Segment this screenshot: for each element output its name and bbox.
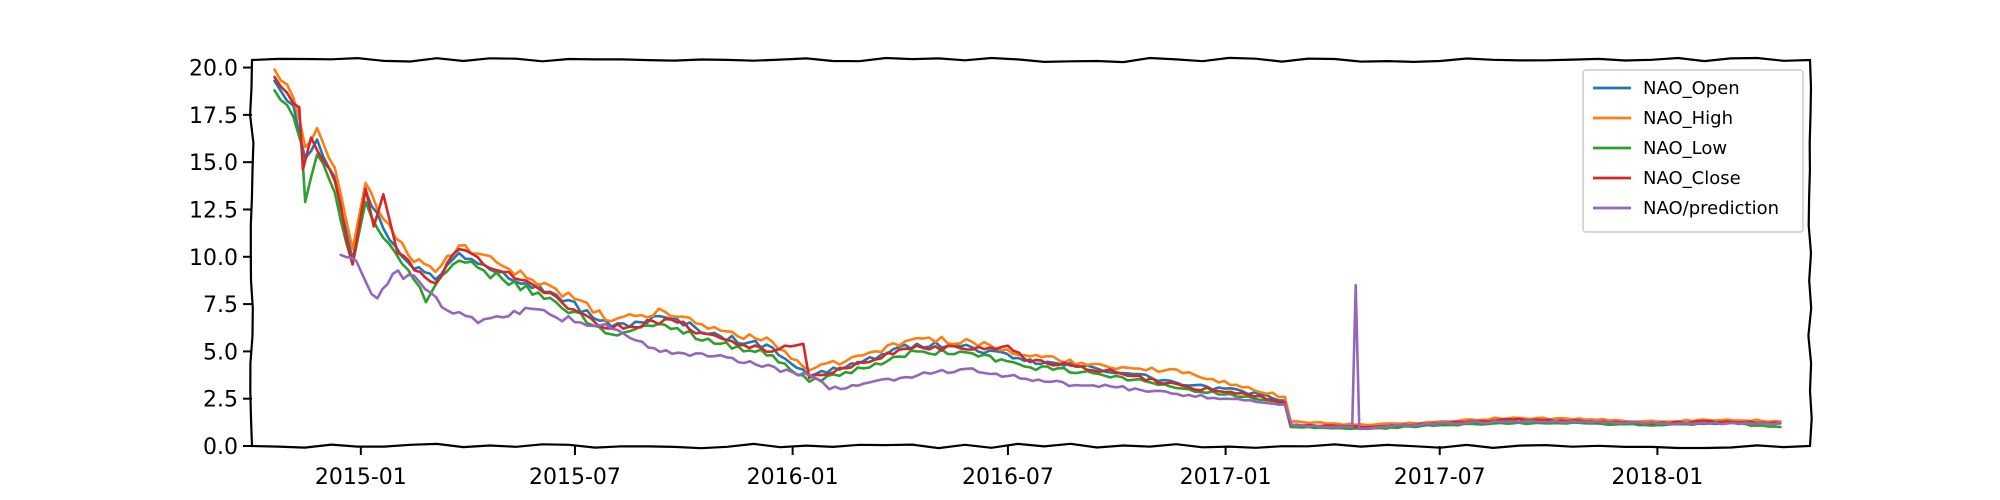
legend-label-1: NAO_Open [1643, 78, 1740, 99]
y-tick-label-1: 0.0 [203, 435, 238, 460]
x-tick-label-6: 2017-07 [1394, 465, 1486, 490]
legend-label-3: NAO_Low [1643, 138, 1727, 159]
y-tick-label-8: 17.5 [189, 104, 238, 129]
x-tick-label-1: 2015-01 [315, 465, 407, 490]
x-tick-label-5: 2017-01 [1180, 465, 1272, 490]
y-tick-label-7: 15.0 [189, 151, 238, 176]
series-line-2 [273, 68, 1782, 427]
plot-frame [248, 56, 1813, 450]
legend: NAO_Open NAO_High NAO_Low NAO_Close NAO/pred… [1582, 69, 1804, 233]
y-tick-label-3: 5.0 [203, 340, 238, 365]
series-line-1 [273, 79, 1782, 429]
series-line-5 [339, 253, 1782, 431]
y-tick-label-4: 7.5 [203, 293, 238, 318]
legend-box [1582, 69, 1804, 233]
series-line-4 [273, 75, 1782, 429]
y-tick-label-9: 20.0 [189, 57, 238, 82]
x-tick-label-7: 2018-01 [1611, 465, 1703, 490]
legend-label-5: NAO/prediction [1643, 198, 1779, 219]
legend-label-2: NAO_High [1643, 108, 1733, 129]
x-tick-label-2: 2015-07 [529, 465, 621, 490]
x-tick-label-4: 2016-07 [962, 465, 1054, 490]
series-line-3 [273, 89, 1782, 431]
legend-label-4: NAO_Close [1643, 168, 1741, 189]
y-tick-label-5: 10.0 [189, 246, 238, 271]
x-axis: 2015-01 2015-07 2016-01 2016-07 2017-01 2017-… [315, 446, 1703, 490]
y-tick-label-6: 12.5 [189, 198, 238, 223]
legend-items: NAO_Open NAO_High NAO_Low NAO_Close NAO/pred… [1593, 78, 1779, 219]
x-tick-label-3: 2016-01 [747, 465, 839, 490]
y-tick-label-2: 2.5 [203, 388, 238, 413]
series-layer [273, 68, 1782, 431]
y-axis: 0.0 2.5 5.0 7.5 10.0 12.5 15.0 17.5 20.0 [189, 57, 252, 460]
